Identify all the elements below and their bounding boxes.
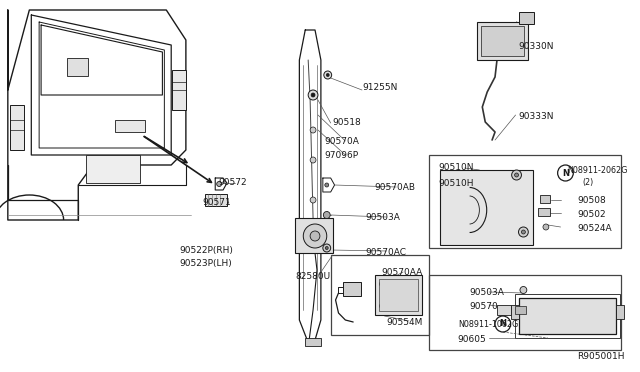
Text: N08911-1062G: N08911-1062G [458, 320, 518, 329]
Text: 90333N: 90333N [518, 112, 554, 121]
Text: 90503A: 90503A [365, 213, 400, 222]
Bar [379, 279, 418, 311]
Bar [86, 155, 140, 183]
Text: 90503A: 90503A [470, 288, 504, 297]
Text: 90571: 90571 [202, 198, 231, 207]
Bar [497, 305, 511, 315]
Text: 90502: 90502 [577, 210, 606, 219]
Circle shape [308, 90, 318, 100]
Bar [518, 298, 616, 334]
Text: 90524A: 90524A [577, 224, 612, 233]
Bar [296, 218, 333, 253]
Bar [440, 170, 533, 245]
Bar [331, 255, 429, 335]
Bar [67, 58, 88, 76]
Circle shape [522, 230, 525, 234]
Text: N: N [562, 169, 569, 177]
Bar [511, 305, 518, 319]
Text: 90523P(LH): 90523P(LH) [179, 259, 232, 268]
Bar [540, 195, 550, 203]
Bar [515, 306, 526, 314]
Bar [616, 305, 624, 319]
Circle shape [520, 286, 527, 294]
Text: 90605: 90605 [458, 335, 486, 344]
Circle shape [310, 231, 320, 241]
Circle shape [311, 93, 315, 97]
Text: 90510N: 90510N [438, 163, 474, 172]
Bar [205, 194, 227, 206]
Bar [344, 282, 361, 296]
Bar [305, 338, 321, 346]
Circle shape [411, 281, 417, 287]
Circle shape [326, 74, 329, 77]
Bar [477, 22, 528, 60]
Circle shape [515, 173, 518, 177]
Text: 90570AC: 90570AC [365, 248, 406, 257]
Circle shape [303, 224, 327, 248]
Bar [115, 120, 145, 132]
Circle shape [380, 281, 385, 287]
Text: N08911-2062G: N08911-2062G [568, 166, 628, 175]
Text: (2): (2) [582, 178, 593, 187]
Circle shape [518, 227, 528, 237]
Text: 90570AB: 90570AB [374, 183, 416, 192]
Bar [515, 294, 620, 338]
Circle shape [511, 170, 522, 180]
Circle shape [543, 224, 549, 230]
Circle shape [323, 244, 331, 252]
Text: 91255N: 91255N [362, 83, 397, 92]
Text: N: N [499, 320, 506, 328]
Circle shape [310, 197, 316, 203]
Circle shape [325, 247, 328, 250]
Bar [172, 70, 186, 110]
Text: 82580U: 82580U [296, 272, 331, 281]
Circle shape [310, 157, 316, 163]
Bar [429, 275, 621, 350]
Text: R905001H: R905001H [577, 352, 625, 361]
Bar [10, 105, 24, 150]
Text: 90508: 90508 [577, 196, 606, 205]
Text: 90570AA: 90570AA [381, 268, 423, 277]
Text: 90570: 90570 [470, 302, 499, 311]
Circle shape [324, 71, 332, 79]
Circle shape [323, 212, 330, 218]
Text: 90570A: 90570A [325, 137, 360, 146]
Circle shape [310, 127, 316, 133]
Text: 90554M: 90554M [387, 318, 423, 327]
Circle shape [380, 303, 385, 309]
Circle shape [217, 182, 221, 186]
Circle shape [411, 303, 417, 309]
Text: 97096P: 97096P [325, 151, 359, 160]
Text: 90572: 90572 [218, 178, 247, 187]
Text: 90510H: 90510H [438, 179, 474, 188]
Bar [374, 275, 422, 315]
Bar [429, 155, 621, 248]
Text: 90330N: 90330N [518, 42, 554, 51]
Bar [538, 208, 550, 216]
Bar [518, 12, 534, 24]
Text: 90518: 90518 [333, 118, 362, 127]
Circle shape [325, 183, 329, 187]
Text: 90522P(RH): 90522P(RH) [179, 246, 233, 255]
Bar [481, 26, 524, 56]
